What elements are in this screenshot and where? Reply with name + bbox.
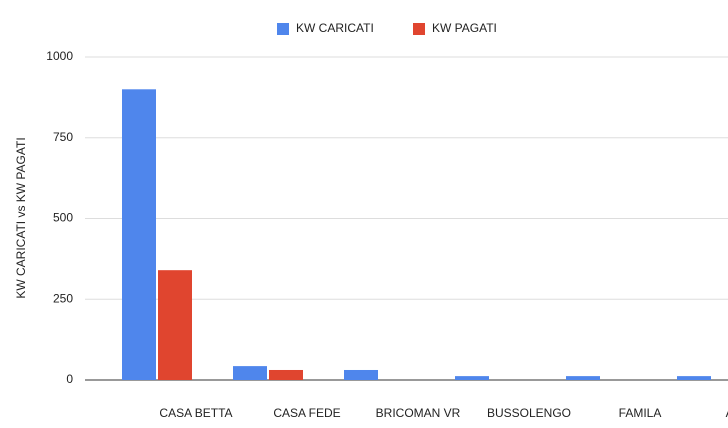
y-tick-label: 1000 bbox=[46, 49, 73, 63]
legend-swatch bbox=[413, 23, 425, 35]
bar bbox=[566, 376, 600, 380]
y-tick-label: 0 bbox=[66, 372, 73, 386]
x-tick-label: CASA FEDE bbox=[273, 406, 340, 420]
legend-label: KW CARICATI bbox=[296, 21, 374, 35]
bar bbox=[122, 89, 156, 381]
x-tick-label: FAMILA bbox=[619, 406, 662, 420]
x-tick-label: BUSSOLENGO bbox=[487, 406, 571, 420]
bar bbox=[269, 369, 303, 380]
x-tick-label: BRICOMAN VR bbox=[376, 406, 461, 420]
bar bbox=[233, 366, 267, 380]
y-axis-label: KW CARICATI vs KW PAGATI bbox=[14, 137, 28, 298]
legend-swatch bbox=[277, 23, 289, 35]
bar bbox=[677, 376, 711, 380]
x-tick-label: CASA BETTA bbox=[159, 406, 232, 420]
bar bbox=[158, 270, 192, 380]
bar bbox=[344, 369, 378, 380]
legend-label: KW PAGATI bbox=[432, 21, 497, 35]
y-tick-label: 750 bbox=[53, 130, 73, 144]
bar bbox=[455, 376, 489, 380]
y-tick-label: 250 bbox=[53, 291, 73, 305]
x-tick-label: AUCHAN bbox=[726, 406, 728, 420]
y-tick-label: 500 bbox=[53, 211, 73, 225]
